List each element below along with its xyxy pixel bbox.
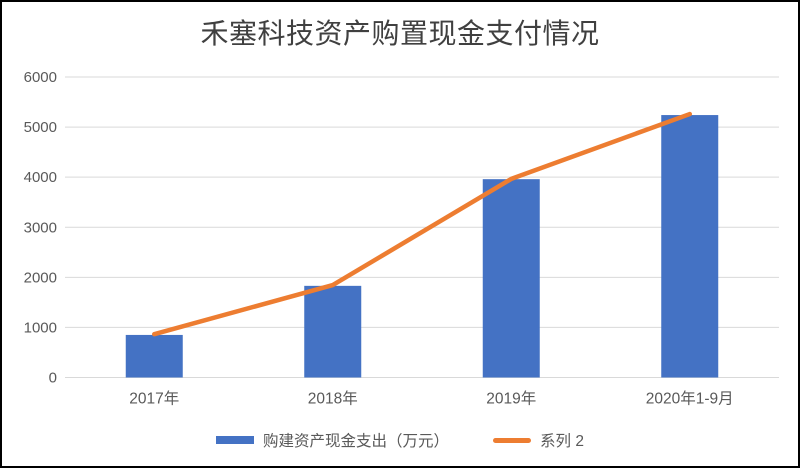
line-series-label: 系列 2 [540, 433, 584, 450]
bar-2019年[interactable] [482, 179, 540, 378]
y-tick-label: 2000 [24, 269, 57, 286]
line-series-swatch [493, 437, 532, 443]
bar-series-swatch [216, 436, 255, 444]
chart-legend: 购建资产现金支出（万元） 系列 2 [2, 429, 798, 451]
x-category-label: 2018年 [308, 390, 358, 408]
y-tick-label: 5000 [24, 119, 57, 136]
x-category-label: 2019年 [486, 390, 536, 408]
y-tick-label: 4000 [24, 169, 57, 186]
chart-title: 禾塞科技资产购置现金支付情况 [200, 18, 600, 49]
bar-2020年1-9月[interactable] [661, 115, 719, 378]
bar-series-label: 购建资产现金支出（万元） [263, 433, 450, 450]
legend-item-bar-series[interactable]: 购建资产现金支出（万元） [216, 429, 449, 451]
line-series[interactable] [152, 111, 692, 337]
bar-2018年[interactable] [304, 285, 362, 378]
legend-item-line-series[interactable]: 系列 2 [493, 429, 584, 451]
y-tick-label: 3000 [24, 219, 57, 236]
y-tick-label: 0 [49, 370, 57, 387]
bar-2017年[interactable] [125, 334, 183, 378]
y-tick-label: 6000 [24, 69, 57, 86]
x-category-label: 2017年 [129, 390, 179, 408]
y-tick-label: 1000 [24, 319, 57, 336]
x-category-label: 2020年1-9月 [646, 390, 734, 408]
